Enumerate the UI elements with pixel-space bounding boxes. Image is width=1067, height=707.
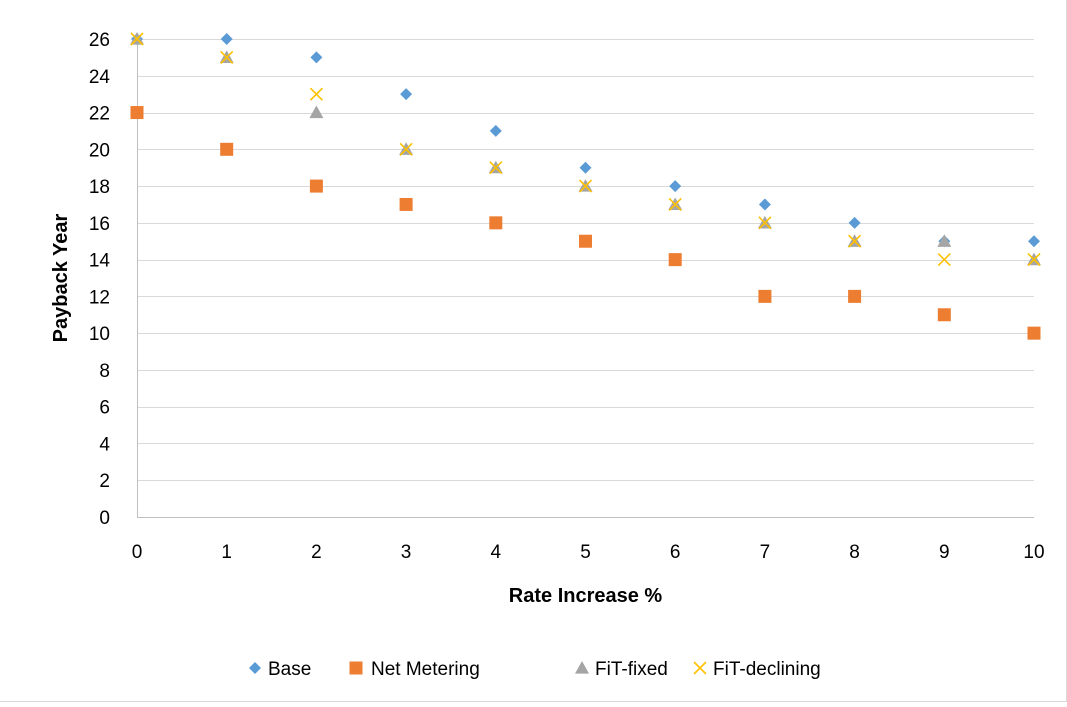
legend-marker-base <box>249 662 261 674</box>
x-tick-label: 8 <box>849 542 860 563</box>
x-tick-label: 1 <box>221 542 232 563</box>
data-point-fit-fixed <box>309 105 324 119</box>
data-point-net-metering <box>579 234 592 248</box>
y-tick-label: 18 <box>89 177 110 198</box>
data-point-fit-declining <box>489 161 503 175</box>
y-tick-label: 4 <box>99 434 110 455</box>
data-point-net-metering <box>489 216 503 230</box>
data-point-base <box>669 180 682 193</box>
legend-marker-fit-fixed <box>575 661 589 674</box>
data-point-base <box>220 33 233 45</box>
data-point-net-metering <box>309 179 323 193</box>
axes <box>137 39 1034 518</box>
x-tick-label: 4 <box>491 542 502 563</box>
y-tick-label: 16 <box>89 214 110 235</box>
data-point-fit-declining <box>130 32 144 46</box>
y-tick-label: 2 <box>99 471 110 492</box>
data-point-net-metering <box>399 197 413 211</box>
y-tick-label: 8 <box>99 361 110 382</box>
x-axis-title: Rate Increase % <box>509 585 663 607</box>
x-tick-label: 5 <box>580 542 591 563</box>
data-point-base <box>848 216 861 229</box>
legend-label-fit-fixed: FiT-fixed <box>595 659 668 680</box>
x-tick-label: 0 <box>132 542 143 563</box>
y-tick-label: 26 <box>89 30 110 51</box>
y-tick-label: 12 <box>89 287 110 308</box>
y-tick-label: 0 <box>99 508 110 529</box>
data-point-net-metering <box>848 289 862 303</box>
data-point-fit-fixed <box>937 234 952 247</box>
data-point-base <box>758 198 771 211</box>
legend-label-net-metering: Net Metering <box>371 659 480 680</box>
y-tick-label: 24 <box>89 67 111 88</box>
data-point-fit-declining <box>848 234 862 248</box>
data-point-net-metering <box>1027 326 1041 340</box>
data-point-base <box>310 51 323 64</box>
data-point-base <box>579 161 592 174</box>
y-axis-title: Payback Year <box>50 213 72 342</box>
y-tick-label: 10 <box>89 324 110 345</box>
y-tick-label: 20 <box>89 140 110 161</box>
legend: Base Net Metering FiT-fixed FiT-declining <box>249 659 821 680</box>
grid-lines <box>137 39 1034 481</box>
data-point-net-metering <box>130 106 144 120</box>
data-point-base <box>489 124 502 137</box>
x-tick-label: 3 <box>401 542 412 563</box>
data-point-fit-declining <box>399 142 413 156</box>
data-point-net-metering <box>220 142 234 156</box>
x-tick-label: 6 <box>670 542 681 563</box>
data-point-net-metering <box>668 253 682 267</box>
data-point-fit-declining <box>1027 253 1041 267</box>
legend-label-fit-declining: FiT-declining <box>713 659 821 680</box>
data-points <box>130 32 1041 340</box>
data-point-fit-declining <box>937 253 951 267</box>
data-point-fit-declining <box>758 216 772 230</box>
x-tick-label: 10 <box>1023 542 1044 563</box>
x-tick-label: 7 <box>760 542 771 563</box>
y-tick-label: 22 <box>89 104 110 125</box>
y-tick-label: 6 <box>99 398 110 419</box>
data-point-fit-declining <box>578 179 593 193</box>
x-tick-label: 9 <box>939 542 950 563</box>
data-point-base <box>1028 235 1040 248</box>
legend-label-base: Base <box>268 659 311 680</box>
data-point-fit-declining <box>309 87 323 101</box>
y-tick-label: 14 <box>89 251 111 272</box>
data-point-net-metering <box>758 289 772 303</box>
data-point-fit-declining <box>220 50 234 64</box>
legend-marker-net-metering <box>349 661 363 675</box>
data-point-net-metering <box>937 308 951 322</box>
data-point-base <box>400 88 413 101</box>
data-point-fit-declining <box>668 197 682 212</box>
x-tick-label: 2 <box>311 542 322 563</box>
legend-marker-fit-declining <box>693 661 707 675</box>
